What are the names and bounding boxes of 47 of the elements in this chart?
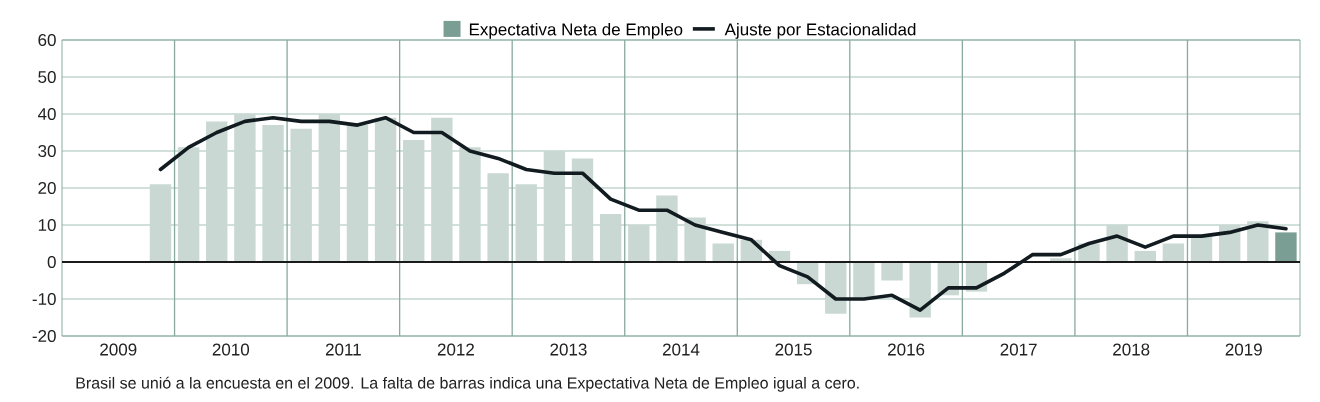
x-tick-label: 2016 bbox=[888, 343, 925, 356]
bar bbox=[487, 173, 509, 262]
y-tick-label: -20 bbox=[32, 329, 56, 343]
bar bbox=[656, 195, 678, 262]
text: Brasil se unió a la encuesta en el 2009. La falta de barras indica una Expectativa Neta de Empleo igual a cero. bbox=[76, 376, 859, 392]
y-tick-label: 20 bbox=[38, 181, 56, 195]
bar bbox=[515, 184, 537, 262]
bar bbox=[318, 114, 340, 262]
legend-label: Ajuste por Estacionalidad bbox=[724, 23, 916, 39]
y-tick-label: -10 bbox=[32, 292, 56, 306]
x-tick-label: 2018 bbox=[1113, 343, 1150, 356]
x-tick-label: 2010 bbox=[212, 343, 250, 356]
bar bbox=[290, 128, 312, 262]
bar bbox=[571, 158, 594, 262]
x-tick-label: 2019 bbox=[1225, 343, 1262, 356]
x-tick-label: 2017 bbox=[1000, 343, 1037, 356]
y-tick-label: 60 bbox=[38, 33, 56, 47]
y-tick-label: 10 bbox=[38, 218, 56, 232]
x-tick-label: 2015 bbox=[775, 343, 812, 356]
bar bbox=[881, 262, 903, 281]
x-tick-label: 2014 bbox=[662, 343, 700, 356]
bar bbox=[543, 151, 566, 262]
y-tick-label: 0 bbox=[47, 255, 56, 269]
x-tick-label: 2011 bbox=[325, 343, 361, 356]
bar bbox=[1275, 232, 1297, 262]
bar bbox=[234, 114, 256, 262]
bar bbox=[599, 213, 622, 262]
bar bbox=[374, 117, 397, 262]
bar bbox=[177, 147, 200, 262]
bar bbox=[431, 117, 453, 262]
y-tick-label: 50 bbox=[38, 70, 56, 84]
bar bbox=[262, 125, 284, 262]
bar bbox=[628, 225, 650, 262]
y-tick-label: 40 bbox=[37, 107, 56, 121]
legend-label: Expectativa Neta de Empleo bbox=[469, 23, 683, 39]
bar bbox=[149, 184, 172, 262]
bar bbox=[206, 121, 228, 262]
bar bbox=[459, 147, 481, 262]
bar bbox=[346, 125, 369, 262]
x-tick-label: 2012 bbox=[437, 343, 474, 356]
x-tick-label: 2009 bbox=[100, 343, 137, 356]
bar bbox=[1162, 243, 1185, 262]
bar bbox=[712, 243, 734, 262]
bar bbox=[853, 262, 875, 299]
x-tick-label: 2013 bbox=[550, 343, 587, 356]
bar bbox=[403, 139, 425, 262]
y-tick-label: 30 bbox=[38, 144, 56, 158]
